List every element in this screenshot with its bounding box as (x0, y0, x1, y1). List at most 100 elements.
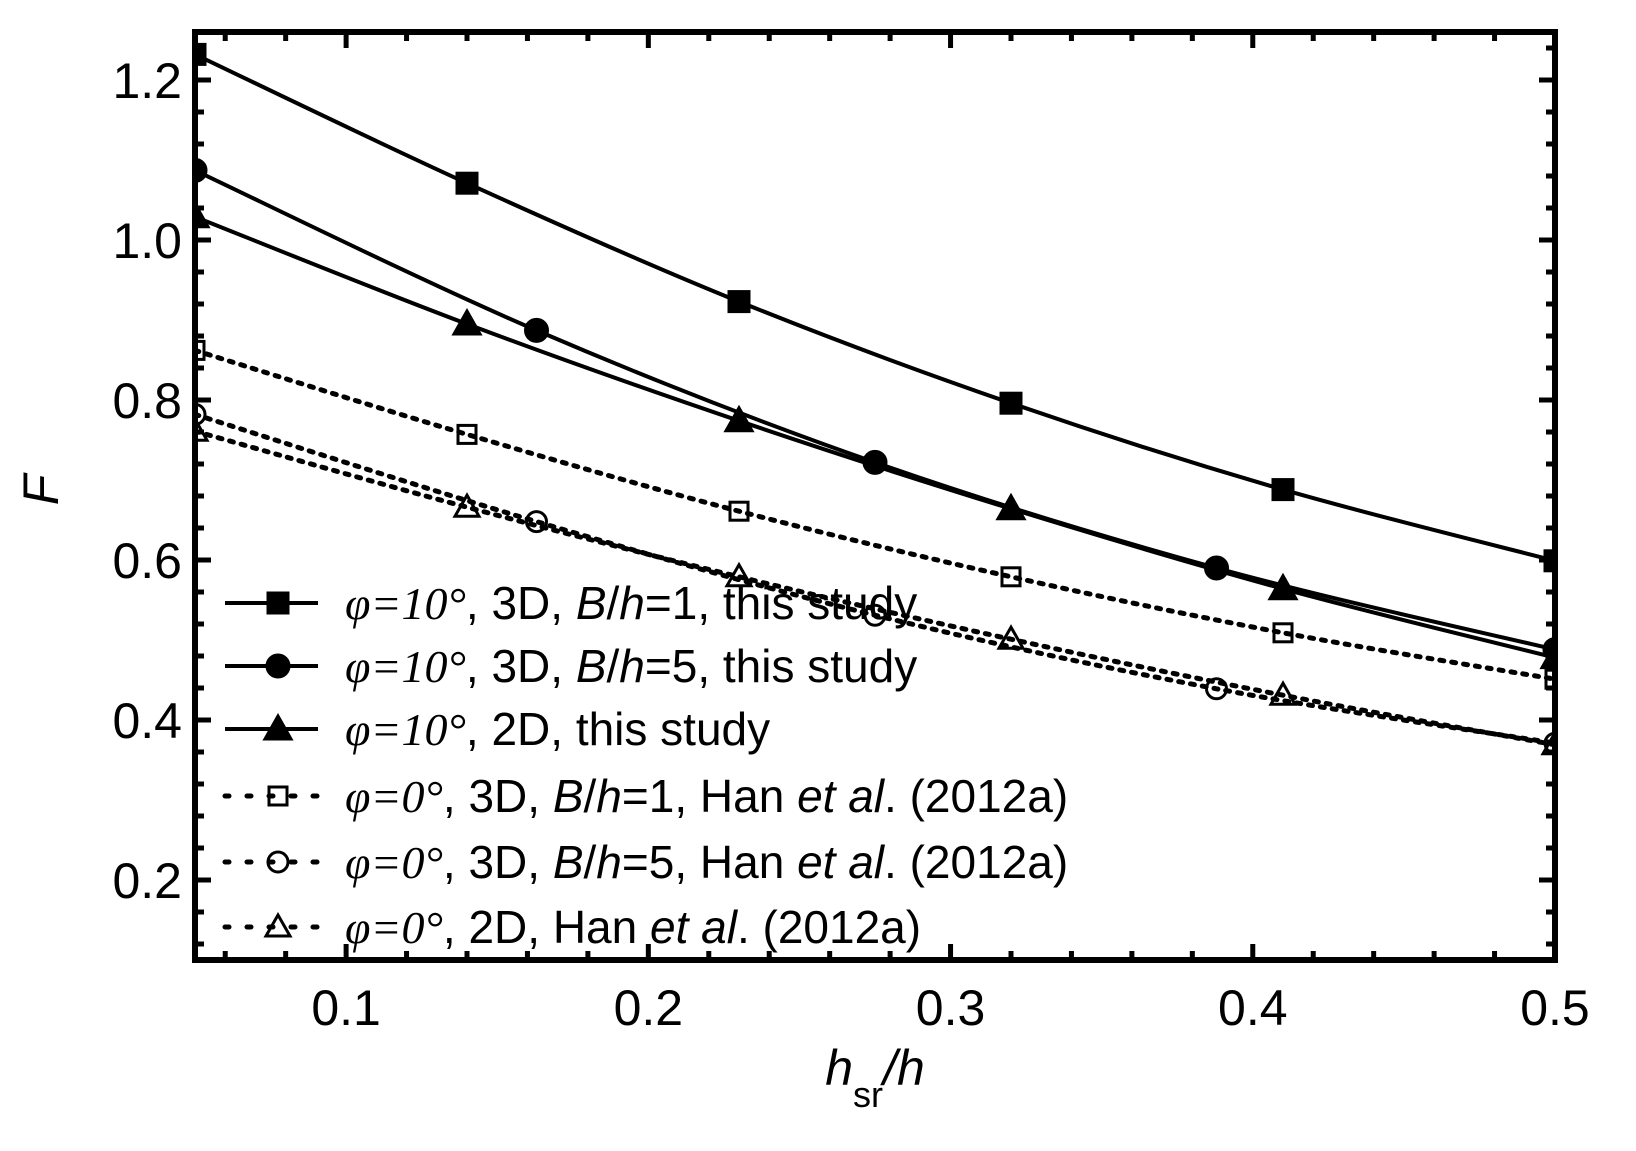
legend-item: φ=0°, 3D, B/h=5, Han et al. (2012a) (222, 836, 1068, 888)
x-tick-label: 0.2 (614, 980, 684, 1036)
legend-label-part: . (2012a) (884, 836, 1068, 888)
legend-label-part: . (2012a) (737, 901, 921, 953)
x-tick-label: 0.4 (1218, 980, 1288, 1036)
series-4 (195, 339, 1555, 690)
y-tick-label: 1.0 (112, 213, 182, 269)
legend-label-part: φ=0° (345, 837, 443, 888)
square-marker (266, 591, 290, 615)
legend-label-part: , 3D, (443, 836, 553, 888)
legend-label-part: =5, Han (622, 836, 797, 888)
legend-label-part: B (576, 577, 607, 629)
triangle-marker (452, 492, 482, 518)
circle-marker (1205, 677, 1229, 701)
legend-item: φ=0°, 2D, Han et al. (2012a) (222, 901, 921, 953)
triangle-marker (996, 624, 1026, 650)
legend-label-part: h (619, 640, 645, 692)
legend-label-part: h (596, 770, 622, 822)
legend-label-part: , 3D, (466, 640, 576, 692)
square-marker (1271, 478, 1295, 502)
legend-label: φ=0°, 2D, Han et al. (2012a) (345, 901, 921, 953)
legend-label-part: , 2D, Han (443, 901, 650, 953)
series-line (195, 52, 1555, 563)
triangle-marker (451, 307, 483, 336)
circle-marker (265, 653, 291, 679)
legend-label: φ=0°, 3D, B/h=1, Han et al. (2012a) (345, 770, 1068, 822)
series-3 (195, 200, 1555, 670)
legend-label-part: φ=10° (345, 578, 466, 629)
legend-label-part: et al (650, 901, 739, 953)
square-marker (1272, 622, 1294, 644)
legend-label-part: / (584, 770, 597, 822)
square-marker (456, 423, 478, 445)
legend-label-part: . (2012a) (884, 770, 1068, 822)
series-line (195, 214, 1555, 660)
square-marker (728, 500, 750, 522)
legend-label-part: et al (797, 836, 886, 888)
triangle-marker (263, 911, 293, 938)
square-marker (1000, 566, 1022, 588)
series-line (195, 428, 1555, 748)
legend-label: φ=10°, 3D, B/h=1, this study (345, 577, 917, 629)
triangle-marker (995, 492, 1027, 521)
triangle-marker (724, 561, 754, 588)
y-tick-label: 0.6 (112, 533, 182, 589)
legend-label-part: / (607, 640, 620, 692)
square-marker (195, 339, 206, 361)
y-tick-label: 0.2 (112, 853, 182, 909)
legend-label-part: B (553, 770, 584, 822)
legend-label: φ=10°, 3D, B/h=5, this study (345, 640, 917, 692)
triangle-marker (1540, 729, 1555, 756)
legend-label: φ=0°, 3D, B/h=5, Han et al. (2012a) (345, 836, 1068, 888)
y-tick-label: 0.4 (112, 693, 182, 749)
legend-label-part: φ=10° (345, 641, 466, 692)
legend-label-part: , 3D, (466, 577, 576, 629)
circle-marker (525, 510, 549, 534)
x-axis-label: hsr/h (825, 1040, 925, 1115)
legend-label-part: =5, this study (645, 640, 917, 692)
circle-marker (266, 850, 290, 874)
square-marker (999, 391, 1023, 415)
legend-label-part: et al (797, 770, 886, 822)
x-axis-label-rest: /h (880, 1040, 925, 1096)
legend-item: φ=10°, 3D, B/h=1, this study (225, 577, 917, 629)
x-tick-label: 0.3 (916, 980, 986, 1036)
legend-label-part: =1, this study (645, 577, 917, 629)
y-axis-label: F (13, 472, 69, 505)
legend-label-part: φ=10° (345, 704, 466, 755)
triangle-marker (1267, 572, 1299, 601)
legend-label-part: , 2D, this study (466, 703, 770, 755)
legend-label-part: , 3D, (443, 770, 553, 822)
square-marker (267, 785, 289, 807)
legend-label-part: B (553, 836, 584, 888)
legend-label-part: φ=0° (345, 771, 443, 822)
square-marker (195, 42, 207, 66)
legend-item: φ=10°, 3D, B/h=5, this study (225, 640, 917, 692)
y-tick-label: 1.2 (112, 53, 182, 109)
legend-label-part: h (619, 577, 645, 629)
legend-label-part: / (584, 836, 597, 888)
x-axis-label-sub: sr (853, 1074, 883, 1115)
legend-label-part: =1, Han (622, 770, 797, 822)
series-line (195, 411, 1555, 746)
legend-label-part: / (607, 577, 620, 629)
triangle-marker (262, 712, 294, 741)
square-marker (455, 171, 479, 195)
square-marker (1544, 668, 1555, 690)
legend-label: φ=10°, 2D, this study (345, 703, 770, 755)
legend-label-part: B (576, 640, 607, 692)
circle-marker (524, 317, 550, 343)
circle-marker (863, 603, 887, 627)
x-axis-label-main: h (825, 1040, 853, 1096)
series-1 (195, 42, 1555, 573)
square-marker (727, 290, 751, 314)
legend-label-part: h (596, 836, 622, 888)
y-tick-label: 0.8 (112, 373, 182, 429)
legend-item: φ=10°, 2D, this study (225, 703, 770, 755)
legend-label-part: φ=0° (345, 902, 443, 953)
ticks-layer: 0.1 0.2 0.3 0.4 0.5 0.2 0.4 0.6 0.8 1.0 1.2 (112, 32, 1590, 1036)
triangle-marker (723, 404, 755, 433)
series-line (195, 347, 1555, 682)
legend-item: φ=0°, 3D, B/h=1, Han et al. (2012a) (222, 770, 1068, 822)
